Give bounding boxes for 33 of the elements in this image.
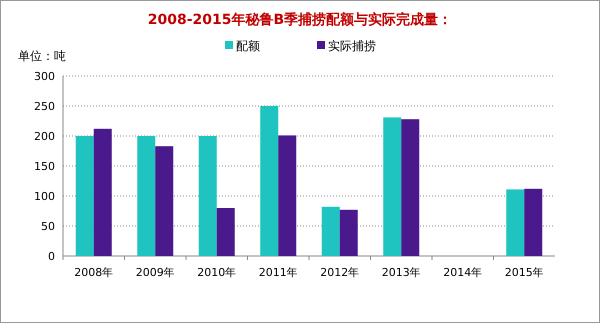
bar <box>137 136 156 256</box>
legend-label: 配额 <box>236 39 260 53</box>
x-tick-label: 2010年 <box>197 266 236 279</box>
chart-title: 2008-2015年秘鲁B季捕捞配额与实际完成量： <box>148 11 452 28</box>
x-tick-label: 2014年 <box>443 266 482 279</box>
x-tick-label: 2012年 <box>320 266 360 279</box>
bar <box>94 128 112 256</box>
x-tick-label: 2013年 <box>382 266 421 279</box>
y-tick-label: 0 <box>48 250 55 263</box>
legend-label: 实际捕捞 <box>328 39 376 53</box>
bar <box>340 210 358 256</box>
y-tick-label: 50 <box>41 220 55 233</box>
bar <box>155 146 174 256</box>
bar <box>278 135 296 256</box>
x-tick-label: 2011年 <box>258 266 298 279</box>
bar <box>383 117 402 256</box>
x-tick-label: 2008年 <box>74 266 114 279</box>
bar <box>216 208 235 256</box>
x-tick-label: 2009年 <box>136 266 175 279</box>
bar <box>76 136 94 256</box>
y-tick-label: 300 <box>34 70 55 83</box>
bar <box>260 106 278 256</box>
y-tick-label: 250 <box>34 100 55 113</box>
bar <box>198 136 217 256</box>
x-tick-label: 2015年 <box>504 266 544 279</box>
y-tick-label: 100 <box>34 190 55 203</box>
bar <box>506 189 524 256</box>
bar <box>322 206 340 256</box>
y-tick-label: 200 <box>34 130 55 143</box>
y-axis-title: 单位：吨 <box>18 49 66 63</box>
bar <box>401 119 420 256</box>
bar <box>524 188 542 256</box>
y-tick-label: 150 <box>34 160 55 173</box>
